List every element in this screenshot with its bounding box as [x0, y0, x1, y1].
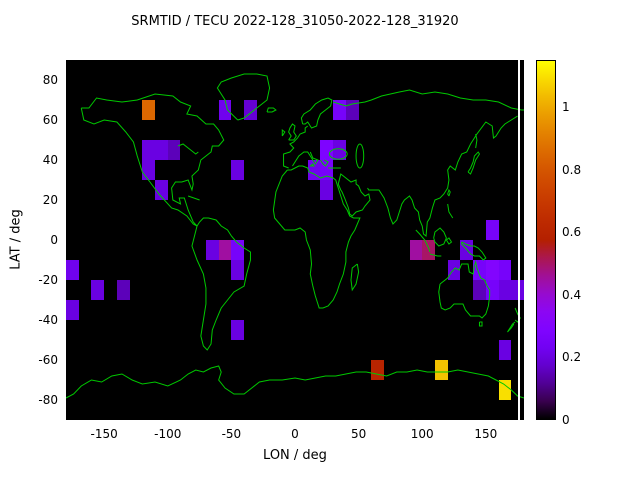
coast-ireland	[282, 130, 285, 136]
x-tick-label: 100	[410, 427, 434, 441]
heatmap-cell	[434, 360, 448, 380]
heatmap-cell	[66, 260, 79, 280]
coast-borneo	[434, 228, 447, 246]
heatmap-cell	[485, 260, 499, 280]
coast-greenland	[217, 74, 269, 120]
colorbar-tick-label: 0.8	[562, 162, 582, 177]
heatmap-cell	[142, 140, 156, 160]
heatmap-cell	[498, 380, 512, 400]
heatmap-cell	[231, 320, 245, 340]
colorbar-tick-label: 0.6	[562, 225, 582, 240]
heatmap-cell	[511, 280, 524, 300]
coast-sulawesi	[446, 238, 451, 244]
heatmap-cell	[155, 180, 168, 200]
y-tick-label: 80	[42, 73, 58, 87]
coast-greece	[320, 160, 328, 166]
coast-asia-east-south	[368, 116, 518, 236]
coast-madagascar	[351, 264, 359, 290]
heatmap-cell	[205, 240, 219, 260]
colorbar	[536, 60, 556, 420]
heatmap-cell	[142, 100, 156, 120]
colorbar-tick-label: 1	[562, 99, 570, 114]
heatmap-cell	[231, 160, 245, 180]
heatmap-cell	[155, 140, 168, 160]
heatmap-cell	[498, 260, 512, 280]
y-tick-label: -80	[38, 393, 58, 407]
coast-java	[430, 254, 441, 256]
plot-title: SRMTID / TECU 2022-128_31050-2022-128_31…	[131, 14, 459, 29]
coast-mediterranean-north	[292, 152, 317, 166]
y-tick-label: 0	[50, 233, 58, 247]
x-tick-label: 50	[350, 427, 367, 441]
y-tick-label: -20	[38, 273, 58, 287]
x-tick-label: -150	[90, 427, 118, 441]
heatmap-cell	[142, 160, 156, 180]
coast-antarctica	[66, 366, 524, 398]
coast-iceland	[267, 108, 276, 112]
world-map-plot-area	[66, 60, 524, 420]
heatmap-cell	[473, 280, 486, 300]
coast-sumatra	[416, 230, 430, 252]
y-tick-label: -60	[38, 353, 58, 367]
heatmap-cell	[218, 240, 232, 260]
coast-australia	[439, 262, 490, 318]
coast-new-zealand-north	[515, 308, 520, 322]
colorbar-tick-label: 0.4	[562, 287, 582, 302]
coast-new-zealand-south	[507, 322, 515, 332]
y-tick-label: 60	[42, 113, 58, 127]
heatmap-cell	[320, 180, 334, 200]
heatmap-cell	[333, 140, 346, 160]
heatmap-cell	[485, 220, 499, 240]
coast-africa	[273, 166, 360, 308]
map-right-edge-line	[518, 60, 520, 420]
heatmap-cell	[498, 280, 512, 300]
x-tick-label: -100	[154, 427, 182, 441]
coast-new-guinea	[462, 242, 486, 260]
coastline-map	[66, 60, 524, 420]
x-axis-label: LON / deg	[263, 448, 327, 463]
coast-caspian-sea	[356, 144, 364, 168]
coast-western-europe	[284, 126, 308, 168]
colorbar-tick-label: 0.2	[562, 350, 582, 365]
colorbar-tick-label: 0	[562, 413, 570, 427]
heatmap-cell	[91, 280, 105, 300]
heatmap-cell	[218, 100, 232, 120]
x-tick-label: 150	[474, 427, 498, 441]
heatmap-cell	[409, 240, 423, 260]
heatmap-cell	[231, 260, 245, 280]
coast-philippines	[448, 204, 453, 218]
y-tick-label: 20	[42, 193, 58, 207]
coast-tasmania	[479, 322, 482, 326]
coast-taiwan	[448, 190, 451, 196]
y-tick-label: -40	[38, 313, 58, 327]
coast-great-lakes	[178, 144, 198, 154]
coast-sakhalin	[476, 134, 477, 148]
coast-japan	[468, 152, 479, 174]
heatmap-cell	[167, 140, 181, 160]
coast-south-america	[192, 218, 251, 350]
heatmap-cell	[498, 340, 512, 360]
coast-cuba	[188, 196, 199, 200]
x-tick-label: -50	[221, 427, 242, 441]
heatmap-cell	[116, 280, 130, 300]
heatmap-cell	[485, 280, 499, 300]
coast-asia-arctic	[333, 90, 524, 110]
coast-sicily	[310, 164, 314, 166]
x-tick-label: 0	[291, 427, 299, 441]
y-tick-label: 40	[42, 153, 58, 167]
coast-black-sea	[329, 149, 347, 159]
coast-arabia	[338, 174, 370, 216]
heatmap-cell	[66, 300, 79, 320]
coast-scandinavia	[301, 98, 332, 128]
coast-north-america	[81, 94, 223, 226]
coast-britain	[289, 124, 297, 140]
